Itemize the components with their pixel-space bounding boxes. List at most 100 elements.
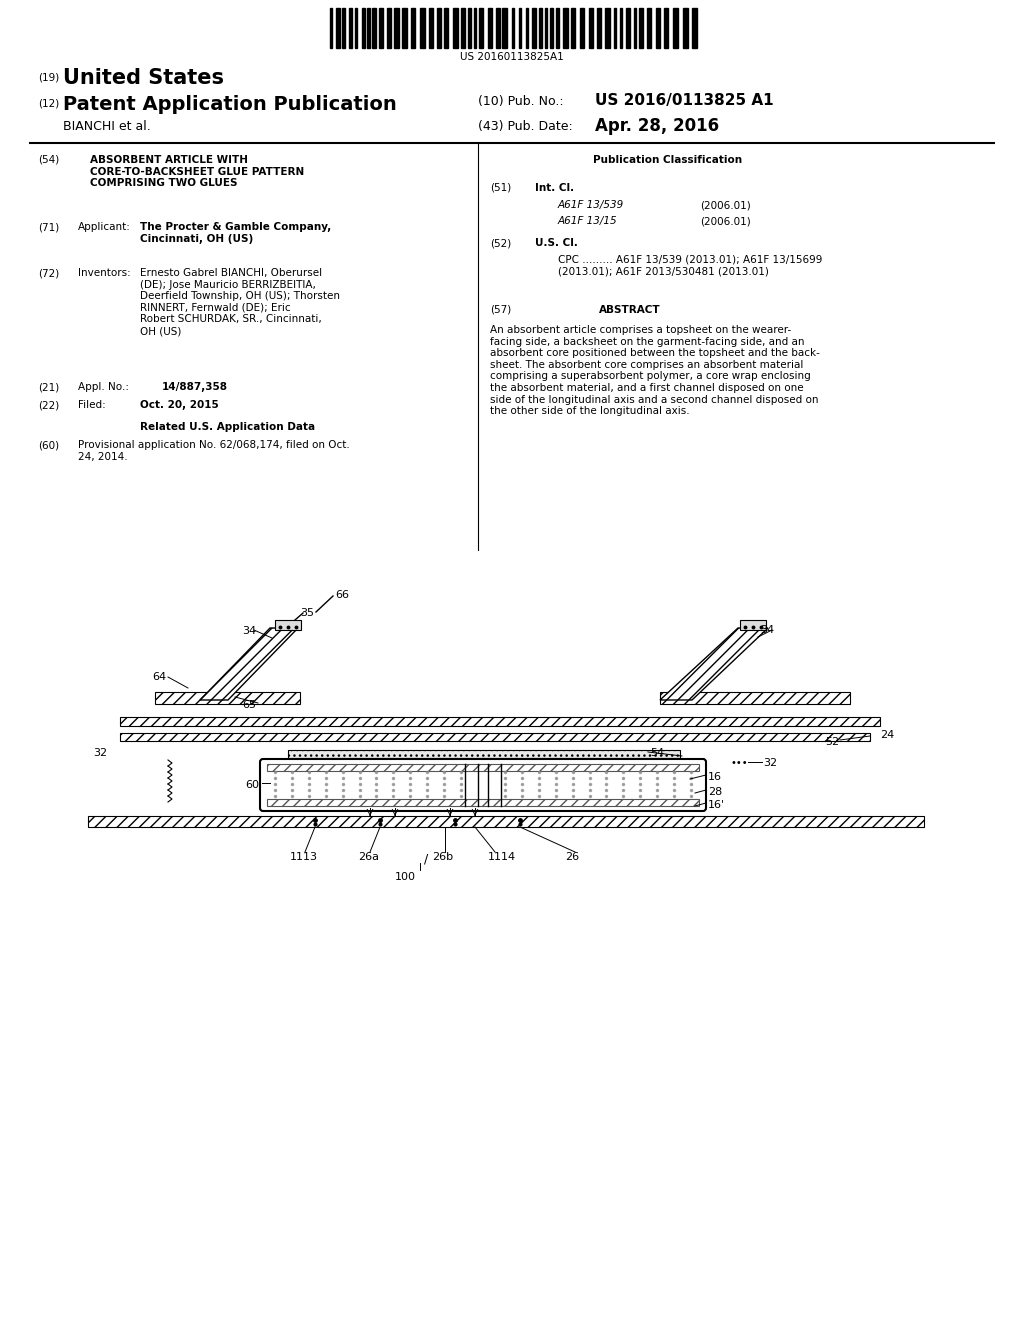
Bar — [655, 8, 659, 48]
Bar — [634, 8, 636, 48]
Text: US 2016/0113825 A1: US 2016/0113825 A1 — [595, 92, 773, 108]
Text: Applicant:: Applicant: — [78, 222, 131, 232]
Text: An absorbent article comprises a topsheet on the wearer-
facing side, a backshee: An absorbent article comprises a topshee… — [490, 325, 820, 416]
Bar — [288, 750, 680, 758]
Bar — [337, 8, 340, 48]
Text: (57): (57) — [490, 305, 511, 315]
Polygon shape — [660, 628, 768, 700]
Text: (22): (22) — [38, 400, 59, 411]
Text: 16': 16' — [708, 800, 725, 810]
Polygon shape — [200, 628, 298, 700]
Text: Filed:: Filed: — [78, 400, 105, 411]
Text: (43) Pub. Date:: (43) Pub. Date: — [478, 120, 572, 133]
Bar — [342, 8, 344, 48]
Bar — [88, 816, 924, 828]
Text: Inventors:: Inventors: — [78, 268, 131, 279]
Text: United States: United States — [63, 69, 224, 88]
Bar — [580, 8, 585, 48]
Text: (2006.01): (2006.01) — [700, 216, 751, 226]
Text: 26: 26 — [565, 851, 580, 862]
Text: 24: 24 — [880, 730, 894, 741]
Bar — [468, 8, 471, 48]
Bar — [429, 8, 433, 48]
Bar — [502, 8, 507, 48]
Text: (52): (52) — [490, 238, 511, 248]
Bar — [267, 799, 699, 807]
Bar — [660, 692, 850, 704]
Text: 32: 32 — [763, 758, 777, 768]
Text: (10) Pub. No.:: (10) Pub. No.: — [478, 95, 563, 108]
Text: (54): (54) — [38, 154, 59, 165]
Bar — [120, 733, 870, 741]
FancyBboxPatch shape — [260, 759, 706, 810]
Bar — [411, 8, 415, 48]
Bar — [461, 8, 465, 48]
Bar — [620, 8, 623, 48]
Bar — [613, 8, 616, 48]
Bar — [570, 8, 574, 48]
Text: U.S. Cl.: U.S. Cl. — [535, 238, 578, 248]
Bar — [420, 8, 425, 48]
Text: Appl. No.:: Appl. No.: — [78, 381, 129, 392]
Bar — [692, 8, 696, 48]
Text: Patent Application Publication: Patent Application Publication — [63, 95, 396, 114]
Bar — [444, 8, 447, 48]
Bar — [550, 8, 553, 48]
Bar — [372, 8, 376, 48]
Text: 100: 100 — [395, 873, 416, 882]
Bar — [683, 8, 688, 48]
Bar — [401, 8, 407, 48]
Text: Apr. 28, 2016: Apr. 28, 2016 — [595, 117, 719, 135]
Bar — [379, 8, 383, 48]
Text: 34: 34 — [760, 624, 774, 635]
Bar — [519, 8, 521, 48]
Bar — [348, 8, 352, 48]
Text: Ernesto Gabrel BIANCHI, Oberursel
(DE); Jose Mauricio BERRIZBEITIA,
Deerfield To: Ernesto Gabrel BIANCHI, Oberursel (DE); … — [140, 268, 340, 337]
Text: /: / — [424, 851, 428, 865]
Text: (21): (21) — [38, 381, 59, 392]
Text: Provisional application No. 62/068,174, filed on Oct.
24, 2014.: Provisional application No. 62/068,174, … — [78, 440, 350, 462]
Text: (60): (60) — [38, 440, 59, 450]
Bar — [597, 8, 601, 48]
Bar — [563, 8, 567, 48]
Text: ABSTRACT: ABSTRACT — [599, 305, 660, 315]
Bar — [437, 8, 440, 48]
Text: 14/887,358: 14/887,358 — [162, 381, 228, 392]
Text: Publication Classification: Publication Classification — [593, 154, 742, 165]
Text: 1114: 1114 — [488, 851, 516, 862]
Text: 32: 32 — [93, 748, 108, 758]
Text: A61F 13/15: A61F 13/15 — [558, 216, 617, 226]
Bar — [512, 8, 514, 48]
Text: A61F 13/539: A61F 13/539 — [558, 201, 625, 210]
Text: 54: 54 — [650, 748, 665, 758]
Text: (12): (12) — [38, 98, 59, 108]
Bar — [275, 620, 301, 630]
Bar — [531, 8, 536, 48]
Bar — [120, 717, 880, 726]
Text: 1113: 1113 — [290, 851, 318, 862]
Bar — [556, 8, 559, 48]
Text: 65: 65 — [242, 700, 256, 710]
Bar — [647, 8, 650, 48]
Bar — [478, 8, 483, 48]
Bar — [664, 8, 669, 48]
Text: (71): (71) — [38, 222, 59, 232]
Bar — [605, 8, 609, 48]
Text: US 20160113825A1: US 20160113825A1 — [460, 51, 564, 62]
Text: ABSORBENT ARTICLE WITH
CORE-TO-BACKSHEET GLUE PATTERN
COMPRISING TWO GLUES: ABSORBENT ARTICLE WITH CORE-TO-BACKSHEET… — [90, 154, 304, 189]
Bar — [267, 764, 699, 771]
Bar — [155, 692, 300, 704]
Text: (2006.01): (2006.01) — [700, 201, 751, 210]
Bar — [540, 8, 542, 48]
Bar — [639, 8, 643, 48]
Bar — [525, 8, 528, 48]
Text: (51): (51) — [490, 183, 511, 193]
Bar — [362, 8, 365, 48]
Text: BIANCHI et al.: BIANCHI et al. — [63, 120, 151, 133]
Text: •••: ••• — [730, 758, 748, 768]
Bar — [387, 8, 391, 48]
Text: 64: 64 — [152, 672, 166, 682]
Text: 52: 52 — [825, 737, 839, 747]
Text: CPC ......... A61F 13/539 (2013.01); A61F 13/15699
(2013.01); A61F 2013/530481 (: CPC ......... A61F 13/539 (2013.01); A61… — [558, 255, 822, 277]
Bar — [740, 620, 766, 630]
